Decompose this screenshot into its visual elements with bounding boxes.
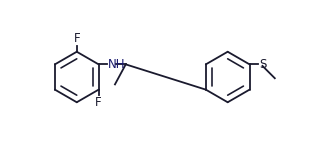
Text: NH: NH bbox=[108, 58, 126, 71]
Text: S: S bbox=[259, 58, 266, 71]
Text: F: F bbox=[95, 96, 102, 109]
Text: F: F bbox=[73, 32, 80, 45]
